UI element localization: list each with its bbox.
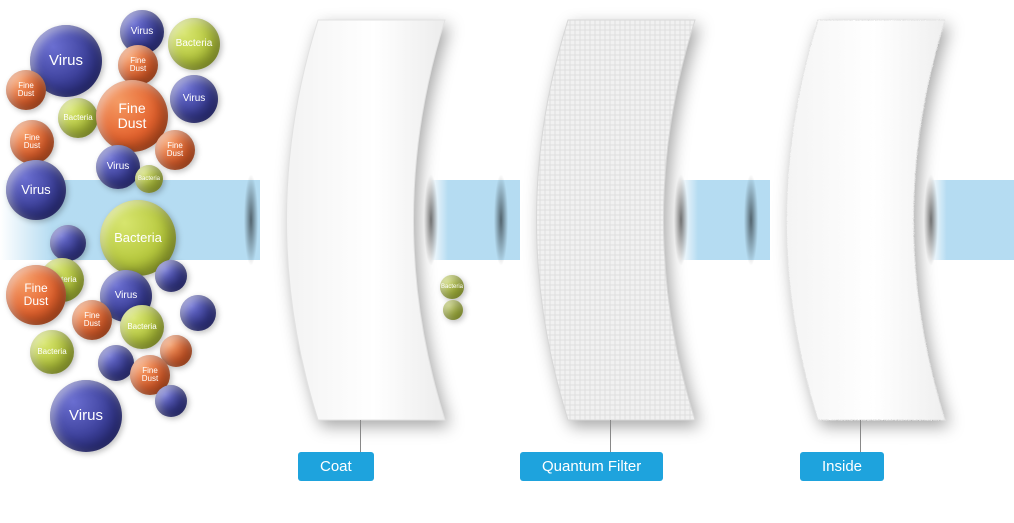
- particle-finedust: FineDust: [155, 130, 195, 170]
- leader-line: [610, 420, 611, 454]
- particle-virus: [98, 345, 134, 381]
- particle-label: Virus: [183, 94, 206, 105]
- particle-label: Virus: [69, 408, 103, 424]
- particle-finedust: FineDust: [6, 70, 46, 110]
- particle-label: FineDust: [84, 312, 100, 329]
- particle-label: Virus: [49, 53, 83, 69]
- particle-label: FineDust: [118, 101, 147, 130]
- leader-line: [360, 420, 361, 454]
- particle-bacteria: [443, 300, 463, 320]
- label-inside: Inside: [800, 452, 884, 481]
- particle-bacteria: Bacteria: [58, 98, 98, 138]
- particle-label: Bacteria: [37, 348, 66, 356]
- particle-label: Virus: [115, 291, 138, 302]
- label-coat: Coat: [298, 452, 374, 481]
- particle-label: Virus: [131, 27, 154, 38]
- particle-finedust: FineDust: [72, 300, 112, 340]
- particle-label: Bacteria: [127, 323, 156, 331]
- particle-bacteria: Bacteria: [135, 165, 163, 193]
- particle-virus: Virus: [50, 380, 122, 452]
- particle-label: Bacteria: [138, 176, 160, 182]
- particle-label: FineDust: [167, 142, 183, 159]
- particle-virus: [155, 385, 187, 417]
- particle-virus: Virus: [170, 75, 218, 123]
- filter-diagram: Virus Virus Bacteria FineDust FineDust Bacter…: [0, 0, 1014, 523]
- particle-virus: Virus: [96, 145, 140, 189]
- particle-label: Bacteria: [176, 39, 213, 50]
- particle-virus: [50, 225, 86, 261]
- particle-label: FineDust: [130, 57, 146, 74]
- particle-label: Bacteria: [114, 231, 162, 245]
- particle-bacteria: Bacteria: [168, 18, 220, 70]
- particle-finedust: FineDust: [118, 45, 158, 85]
- leader-line: [860, 420, 861, 454]
- particle-virus: [180, 295, 216, 331]
- particle-label: Virus: [21, 183, 50, 197]
- particle-bacteria: Bacteria: [30, 330, 74, 374]
- layer-inside: [755, 20, 945, 420]
- particle-label: FineDust: [142, 367, 158, 384]
- particle-label: FineDust: [24, 134, 40, 151]
- particle-finedust: FineDust: [10, 120, 54, 164]
- particle-label: Virus: [107, 162, 130, 173]
- particle-virus: Virus: [6, 160, 66, 220]
- particle-bacteria: Bacteria: [120, 305, 164, 349]
- label-filter: Quantum Filter: [520, 452, 663, 481]
- particle-label: FineDust: [24, 282, 49, 307]
- layer-filter: [505, 20, 695, 420]
- particle-finedust: FineDust: [6, 265, 66, 325]
- layer-coat: [255, 20, 445, 420]
- particle-label: Bacteria: [63, 114, 92, 122]
- particle-label: FineDust: [18, 82, 34, 99]
- particle-virus: [155, 260, 187, 292]
